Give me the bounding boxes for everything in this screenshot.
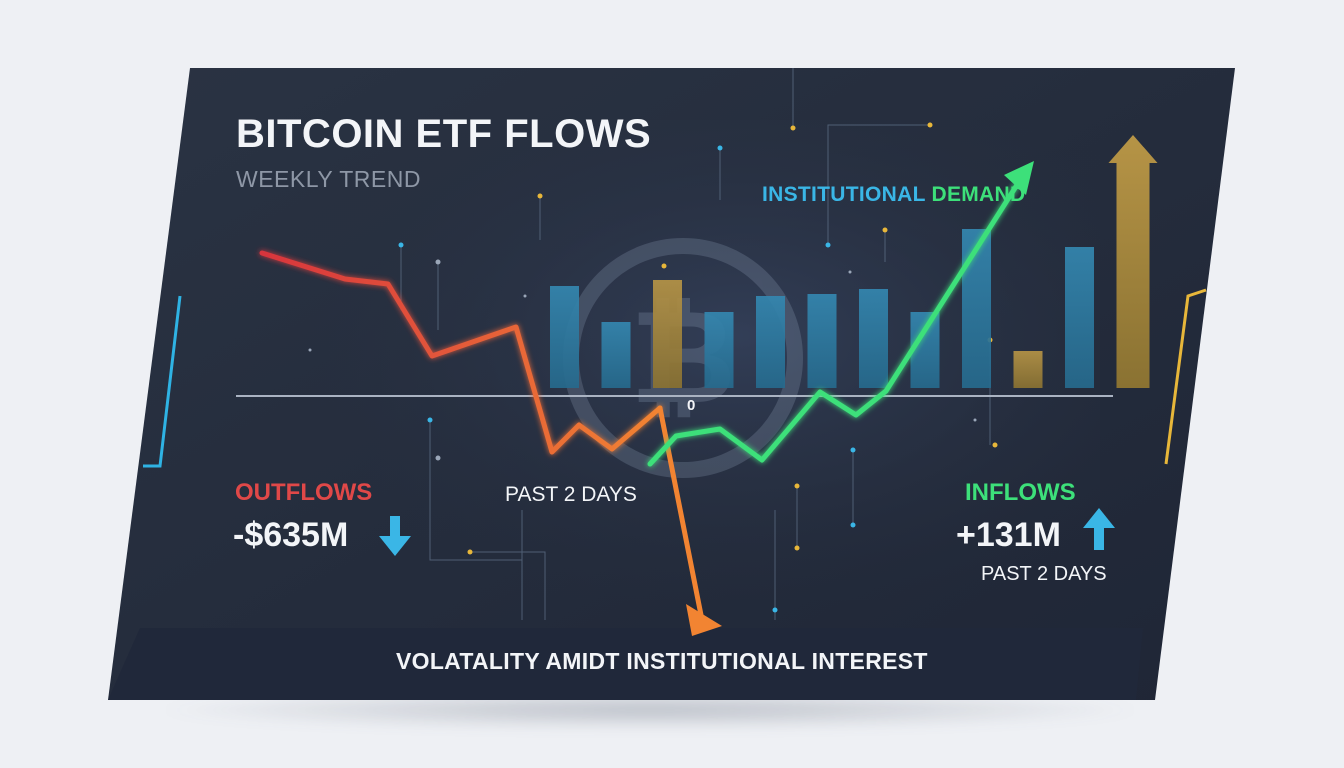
bar — [962, 229, 991, 388]
bar — [550, 286, 579, 388]
outflows-value: -$635M — [233, 516, 349, 554]
network-decoration — [400, 68, 991, 620]
footer-caption: VOLATALITY AMIDT INSTITUTIONAL INTEREST — [396, 648, 928, 674]
inflow-series-line — [647, 174, 1025, 467]
institutional-demand-label: INSTITUTIONAL DEMAND — [762, 183, 1025, 207]
outflows-label: OUTFLOWS — [235, 479, 373, 506]
bar — [704, 312, 734, 388]
bar — [1013, 351, 1043, 388]
bar-arrow — [1108, 135, 1158, 388]
center-period-label: PAST 2 DAYS — [505, 483, 637, 506]
chart-subtitle: WEEKLY TREND — [236, 166, 421, 192]
bar — [601, 322, 631, 388]
demand-word-2: DEMAND — [931, 183, 1026, 206]
bar — [756, 296, 785, 388]
inflows-label: INFLOWS — [965, 479, 1076, 506]
bar — [653, 280, 682, 388]
footer-strip — [108, 628, 1143, 700]
left-accent-line — [143, 295, 182, 468]
demand-word-1: INSTITUTIONAL — [762, 183, 926, 206]
bar — [1065, 247, 1094, 388]
inflows-period-label: PAST 2 DAYS — [981, 563, 1107, 585]
right-accent-line — [1164, 288, 1207, 465]
arrow-down-icon — [379, 516, 411, 556]
zero-tick-label: 0 — [687, 397, 696, 414]
bar — [859, 289, 888, 388]
bar — [910, 312, 940, 388]
bar — [807, 294, 837, 388]
inflow-arrowhead — [1004, 161, 1034, 195]
chart-title: BITCOIN ETF FLOWS — [236, 112, 652, 156]
inflows-value: +131M — [956, 516, 1061, 554]
outflow-series-line — [259, 250, 663, 455]
arrow-up-icon — [1083, 508, 1115, 550]
